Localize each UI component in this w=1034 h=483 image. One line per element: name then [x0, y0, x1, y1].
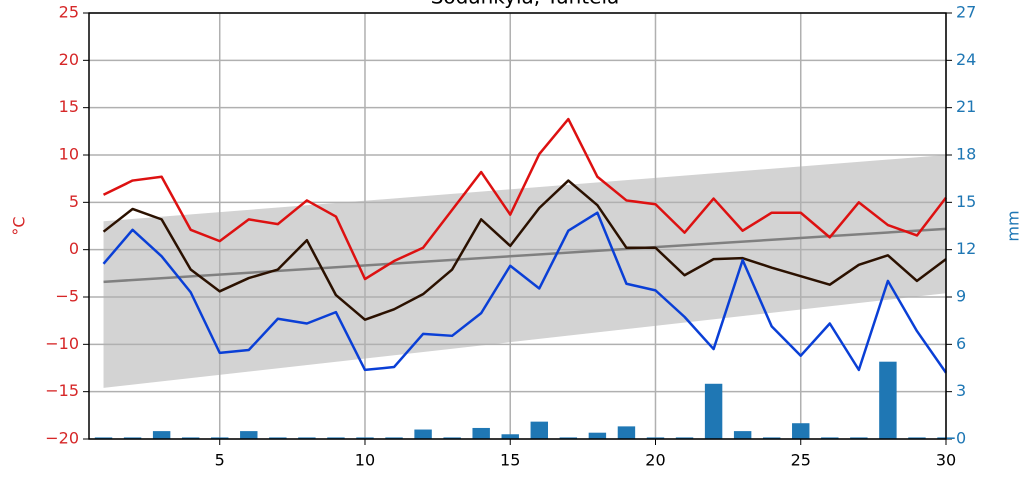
precip-bar: [559, 437, 578, 439]
temp-line: [102, 117, 947, 281]
precip-bar: [385, 437, 403, 439]
x-tick-label: 20: [645, 451, 665, 470]
precip-bar: [588, 432, 607, 439]
y-tick-label: −15: [45, 381, 79, 400]
precip-bar: [792, 423, 810, 439]
precip-bar: [879, 361, 897, 439]
y2-tick-label: 0: [956, 429, 966, 448]
x-tick-label: 10: [355, 451, 375, 470]
precip-bar: [675, 437, 694, 439]
normal-mean: [103, 227, 947, 284]
y2-tick-label: 21: [956, 97, 976, 116]
y2-tick-label: 12: [956, 239, 976, 258]
precip-bar: [181, 437, 200, 439]
precip-bar: [443, 437, 461, 439]
y2-tick-label: 24: [956, 50, 976, 69]
precip-bar: [821, 437, 839, 439]
precip-bar: [530, 421, 549, 439]
precip-bar: [646, 437, 665, 439]
precip-bar: [501, 434, 519, 439]
precip-bar: [94, 437, 113, 439]
y2-tick-label: 15: [956, 192, 976, 211]
y2-axis-label: mm: [1004, 210, 1023, 241]
y-tick-label: 10: [59, 145, 79, 164]
temp-line: [102, 179, 947, 321]
y-tick-label: 15: [59, 97, 79, 116]
normal-band: [103, 155, 947, 388]
x-tick-label: 15: [500, 451, 520, 470]
y2-tick-label: 6: [956, 334, 966, 353]
y-tick-label: 5: [69, 192, 79, 211]
precip-bar: [269, 437, 287, 439]
precip-bar: [152, 431, 171, 439]
y2-tick-label: 18: [956, 145, 976, 164]
y-tick-label: −5: [55, 287, 79, 306]
y-tick-label: 25: [59, 3, 79, 22]
precip-bar: [211, 437, 229, 439]
precip-bar: [850, 437, 868, 439]
precip-bar: [472, 427, 490, 439]
chart-title: Sodankylä, Tähtelä: [431, 0, 620, 9]
y2-tick-label: 9: [956, 287, 966, 306]
y-axis-label: °C: [10, 216, 29, 235]
precip-bar: [240, 431, 258, 439]
y-tick-label: −20: [45, 429, 79, 448]
precip-bar: [123, 437, 142, 439]
precip-bar: [414, 429, 432, 439]
precip-bar: [733, 431, 752, 439]
precip-bar: [704, 383, 723, 439]
y2-tick-label: 3: [956, 381, 966, 400]
precip-bar: [617, 426, 636, 439]
x-tick-label: 25: [791, 451, 811, 470]
precip-bar: [327, 437, 345, 439]
y2-tick-label: 27: [956, 3, 976, 22]
plot-frame: [88, 12, 947, 440]
x-tick-label: 30: [936, 451, 956, 470]
precip-bar: [762, 437, 781, 439]
temp-line: [102, 211, 948, 374]
precip-bar: [356, 437, 374, 439]
precip-bar: [298, 437, 316, 439]
y-tick-label: 0: [69, 239, 79, 258]
y-tick-label: −10: [45, 334, 79, 353]
x-tick-label: 5: [215, 451, 225, 470]
y-tick-label: 20: [59, 50, 79, 69]
precip-bar: [908, 437, 926, 439]
